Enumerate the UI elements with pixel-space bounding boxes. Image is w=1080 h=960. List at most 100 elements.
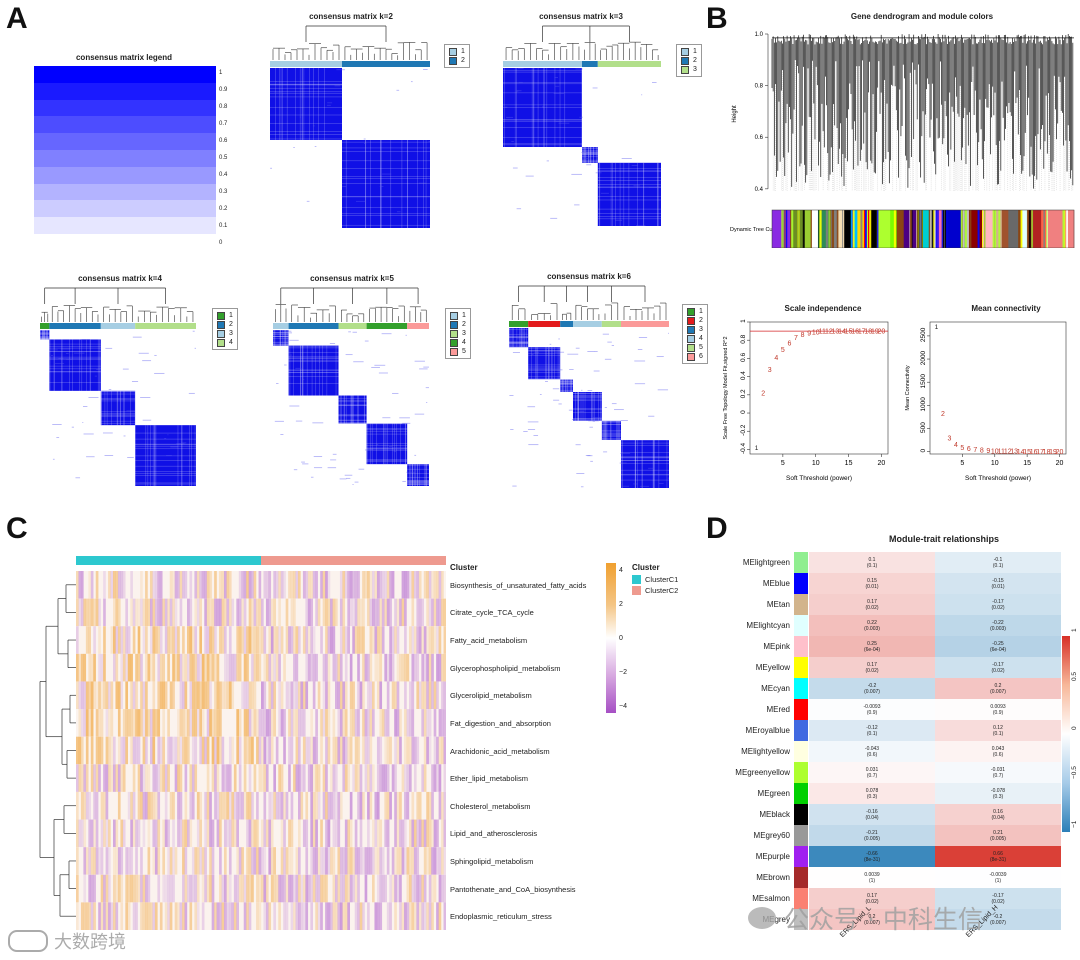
module-label: MEtan [766, 599, 790, 609]
dendrogram-title: Gene dendrogram and module colors [850, 12, 994, 21]
module-trait-cell: -0.17 (0.02) [935, 594, 1061, 615]
module-color-swatch [794, 552, 808, 573]
correlation-value: -0.17 [992, 661, 1004, 668]
power-point-label: 3 [768, 367, 772, 374]
module-color-segment [877, 210, 891, 248]
plot-frame [749, 321, 889, 455]
xtick-label: 15 [1023, 460, 1031, 467]
cluster-legend-item: 6 [687, 352, 703, 361]
cluster-bar-segment [503, 61, 582, 67]
correlation-value: 0.12 [993, 724, 1003, 731]
module-color-segment [1001, 210, 1009, 248]
cluster-legend-label: 2 [461, 57, 465, 64]
power-point-label: 13 [1010, 449, 1018, 456]
legend-band [34, 82, 216, 100]
cluster-legend-label: 2 [699, 317, 703, 324]
matrix-cells [273, 323, 429, 486]
pathway-label: Lipid_and_atherosclerosis [450, 829, 538, 839]
dendrogram-ytick: 0.6 [755, 135, 764, 141]
module-trait-cell: 0.078 (0.3) [809, 783, 935, 804]
cluster-legend-item: 3 [681, 65, 697, 74]
ytick-label: 0.6 [740, 353, 747, 362]
cluster-legend-item: 3 [687, 325, 703, 334]
consensus-matrix-k6 [509, 285, 669, 488]
module-color-segment [1021, 210, 1029, 248]
module-trait-cell: -0.2 (0.007) [809, 678, 935, 699]
power-point-label: 18 [1043, 449, 1051, 456]
cluster-legend-item: 3 [217, 329, 233, 338]
module-label: MElightcyan [746, 620, 790, 630]
consensus-matrix-k3 [503, 25, 661, 226]
p-value: (0.7) [866, 772, 878, 779]
dendrogram-ytick: 0.4 [755, 187, 764, 193]
panel-label-b: B [706, 2, 728, 35]
module-label: MEsalmon [752, 893, 790, 903]
cluster-legend-label: 2 [462, 321, 466, 328]
correlation-value: 0.25 [867, 640, 877, 647]
power-point-label: 1 [755, 445, 759, 452]
correlation-value: 0.22 [867, 619, 877, 626]
power-point-label: 19 [1049, 449, 1057, 456]
dendrogram-ytick: 1.0 [755, 32, 764, 38]
power-point-label: 15 [1023, 449, 1031, 456]
cluster-annotation-c1 [76, 556, 261, 565]
module-trait-cell: -0.0093 (0.9) [809, 699, 935, 720]
module-trait-cell: -0.031 (0.7) [935, 762, 1061, 783]
consensus-block [270, 68, 342, 140]
dendrogram-branches [771, 34, 1074, 191]
correlation-value: 0.2 [994, 682, 1002, 689]
pathway-label: Ether_lipid_metabolism [450, 774, 528, 784]
module-trait-cell: 0.22 (0.003) [809, 615, 935, 636]
legend-band [34, 183, 216, 201]
cluster-swatch [449, 56, 457, 65]
cluster-bar-segment [509, 321, 529, 327]
cluster-swatch [632, 586, 641, 595]
correlation-value: 0.66 [993, 850, 1003, 857]
module-trait-cell: -0.2 (0.007) [935, 909, 1061, 930]
module-color-swatch [794, 909, 808, 930]
legend-tick: 0.5 [219, 155, 228, 161]
matrix-k4-title: consensus matrix k=4 [78, 274, 162, 283]
cluster-swatch [450, 320, 458, 329]
p-value: (0.003) [990, 625, 1006, 632]
pathway-label: Biosynthesis_of_unsaturated_fatty_acids [450, 580, 587, 590]
heatmap-scale-ticks: 4 2 0 −2 −4 [619, 563, 639, 713]
pathway-label: Citrate_cycle_TCA_cycle [450, 608, 534, 618]
ytick-label: 0.4 [740, 371, 747, 380]
cluster-legend-label: 5 [462, 348, 466, 355]
matrix-dendrogram [511, 285, 667, 320]
module-trait-cell: -0.66 (8e-31) [809, 846, 935, 867]
watermark-right: 公众号 · 中科生信 [748, 900, 983, 936]
p-value: (0.1) [866, 730, 878, 737]
module-trait-cell: 0.031 (0.7) [809, 762, 935, 783]
power-point-label: 2 [761, 391, 765, 398]
power-point-label: 11 [998, 448, 1005, 455]
p-value: (0.01) [865, 583, 879, 590]
consensus-legend-ticks: 1 0.9 0.8 0.7 0.6 0.5 0.4 0.3 0.2 0.1 0 [219, 66, 239, 246]
p-value: (0.02) [991, 604, 1005, 611]
cluster-legend-item: 4 [450, 338, 466, 347]
correlation-value: -0.0039 [989, 871, 1007, 878]
module-color-swatch [794, 804, 808, 825]
cluster-swatch [450, 311, 458, 320]
pathway-heatmap [39, 556, 446, 930]
cluster-legend-label: 1 [229, 312, 233, 319]
module-trait-cell: -0.15 (0.01) [935, 573, 1061, 594]
cluster-legend-label: 1 [462, 312, 466, 319]
module-trait-cell: 0.66 (8e-31) [935, 846, 1061, 867]
cluster-legend-item: ClusterC1 [632, 574, 678, 585]
mean-connectivity-title: Mean connectivity [971, 304, 1041, 313]
correlation-value: 0.043 [991, 745, 1005, 752]
power-point-label: 16 [851, 329, 859, 336]
matrix-dendrogram [505, 25, 659, 60]
power-point-label: 11 [819, 329, 826, 336]
legend-band [34, 133, 216, 150]
consensus-matrix-k4 [40, 287, 196, 486]
consensus-block [597, 162, 661, 226]
module-color-swatch [794, 741, 808, 762]
cluster-legend-item: 5 [450, 347, 466, 356]
xtick-label: 20 [1056, 460, 1064, 467]
heatmap-row-dendrogram [39, 584, 76, 917]
cluster-swatch [681, 56, 689, 65]
